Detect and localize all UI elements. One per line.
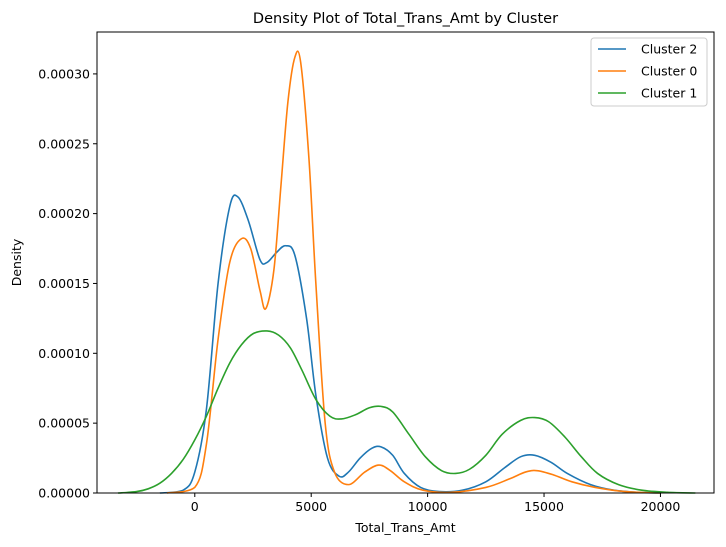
y-tick-label: 0.00015 (38, 276, 90, 291)
y-axis: 0.00000 0.00005 0.00010 0.00015 0.00020 0.000… (38, 66, 97, 501)
legend-label-cluster-2: Cluster 2 (641, 42, 697, 57)
x-tick-label: 0 (191, 499, 199, 514)
legend-label-cluster-1: Cluster 1 (641, 86, 697, 101)
x-tick-label: 15000 (524, 499, 564, 514)
y-tick-label: 0.00030 (38, 66, 90, 81)
x-tick-label: 20000 (641, 499, 681, 514)
x-axis: 0 5000 10000 15000 20000 (191, 493, 681, 514)
y-tick-label: 0.00000 (38, 486, 90, 501)
x-axis-title: Total_Trans_Amt (354, 520, 455, 535)
y-tick-label: 0.00005 (38, 416, 90, 431)
x-tick-label: 10000 (408, 499, 448, 514)
plot-frame (96, 31, 715, 494)
plot-area (96, 31, 715, 494)
series-line-cluster-0 (166, 50, 661, 494)
y-tick-label: 0.00010 (38, 346, 90, 361)
y-tick-label: 0.00020 (38, 206, 90, 221)
series-line-cluster-1 (117, 330, 696, 494)
legend-box (590, 37, 708, 107)
series-layer (117, 50, 696, 494)
legend: Cluster 2 Cluster 0 Cluster 1 (590, 37, 708, 107)
y-tick-label: 0.00025 (38, 136, 90, 151)
legend-label-cluster-0: Cluster 0 (641, 64, 697, 79)
x-tick-label: 5000 (295, 499, 327, 514)
y-axis-title: Density (9, 238, 24, 286)
series-line-cluster-2 (159, 194, 661, 494)
chart-title: Density Plot of Total_Trans_Amt by Clust… (253, 11, 558, 27)
